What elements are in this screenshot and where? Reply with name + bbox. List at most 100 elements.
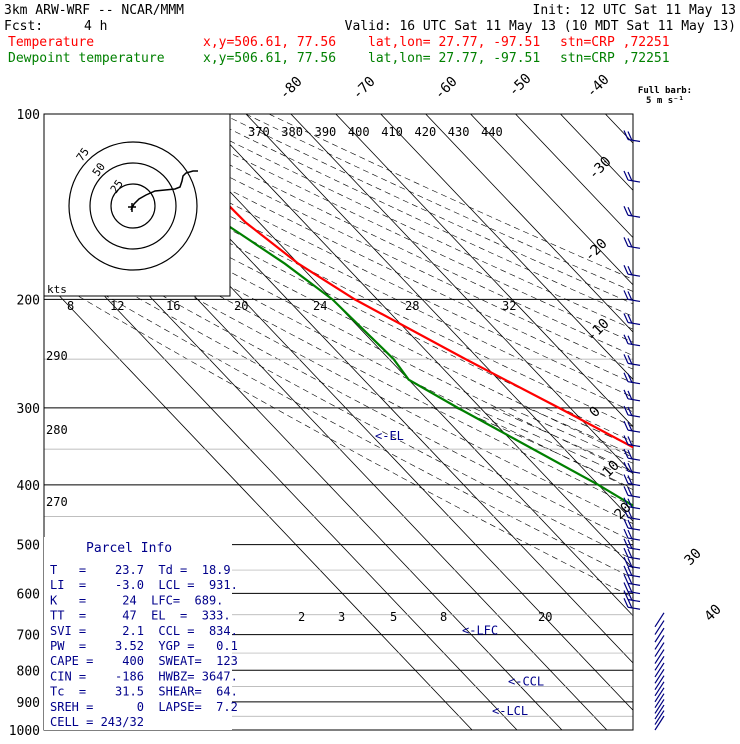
wind-barb-staff [628,274,640,276]
wind-barb [655,643,664,657]
barb-legend-line2: 5 m s⁻¹ [646,96,684,106]
temperature-axis-label: -20 [582,236,611,265]
wind-barb [624,354,640,365]
temperature-axis-label: -30 [586,154,615,183]
parcel-info-row: SVI = 2.1 CCL = 834. [50,624,238,638]
pressure-label: 1000 [9,724,40,739]
temperature-stn: stn=CRP ,72251 [560,35,670,50]
parcel-info-row: CAPE = 400 SWEAT= 123 [50,654,238,668]
hodograph: 25 50 75 kts [44,114,230,296]
wind-barb-flag [624,390,628,399]
wind-barb-staff [628,495,640,497]
wind-barb-staff [655,656,664,670]
wind-barb-flag [624,421,628,430]
temperature-axis-label: -40 [584,72,613,101]
wind-barb-staff [628,246,640,248]
wind-barb [624,130,640,141]
dewpoint-latlon: lat,lon= 27.77, -97.51 [368,51,540,66]
wind-barb-staff [628,180,640,182]
temperature-axis-label: -70 [350,74,379,103]
parcel-info-row: LI = -3.0 LCL = 931. [50,578,238,592]
dewpoint-stn: stn=CRP ,72251 [560,51,670,66]
wind-barb [624,171,640,182]
wind-barb [655,613,664,627]
wind-barb-staff [628,458,640,460]
isotherm-line [426,114,740,730]
wind-barb-flag [624,171,628,180]
fcst-label: Fcst: [4,19,43,34]
temperature-legend-label: Temperature [8,35,94,50]
wind-barb [655,656,664,670]
wind-barb [624,449,640,460]
wind-barb-flag [624,539,628,548]
theta-label: 410 [381,125,403,139]
wind-barb [624,390,640,401]
isotherm-line [201,114,740,730]
temperature-axis-label: -60 [432,74,461,103]
wind-barb-flag [624,237,628,246]
wind-barb-flag [624,335,628,344]
temperature-xy: x,y=506.61, 77.56 [203,35,336,50]
wind-barb-staff [655,650,664,664]
moist-adiabat-line [545,408,740,730]
pressure-label: 400 [17,479,40,494]
theta-label: 270 [46,495,68,509]
isotherm-line [471,114,740,730]
wind-barb-staff [655,621,664,635]
pressure-label: 300 [17,402,40,417]
wind-barb-flag [624,475,628,484]
pressure-label: 100 [17,108,40,123]
wind-barb [624,529,640,540]
mixing-ratio-label: 20 [234,299,248,313]
wind-barb-staff [628,139,640,141]
wind-barb-flag [624,529,628,538]
theta-label: 290 [46,349,68,363]
theta-label: 370 [248,125,270,139]
wind-barb-flag [624,486,628,495]
wind-barb [655,676,664,690]
parcel-info-row: CELL = 243/32 [50,715,144,729]
valid-time: Valid: 16 UTC Sat 11 May 13 (10 MDT Sat … [345,19,736,34]
wind-barb-staff [628,215,640,217]
mixing-ratio-label: 24 [313,299,327,313]
wind-barb-staff [628,430,640,432]
wind-barb [624,237,640,248]
theta-label: 400 [348,125,370,139]
wind-barb [655,682,664,696]
wind-barb-staff [628,607,640,609]
wind-barb-staff [655,669,664,683]
wind-barb-flag [624,557,628,566]
dewpoint-legend-label: Dewpoint temperature [8,51,165,66]
wind-barb [655,621,664,635]
wind-barb-staff [628,600,640,602]
wind-barbs [624,130,664,730]
wind-barb [655,635,664,649]
parcel-info-row: SREH = 0 LAPSE= 7.2 [50,700,238,714]
init-time: Init: 12 UTC Sat 11 May 13 [533,3,737,18]
parcel-info-row: Tc = 31.5 SHEAR= 64. [50,685,238,699]
wind-barb [655,663,664,677]
theta-label: 390 [315,125,337,139]
mixing-ratio-label: 8 [440,610,447,624]
wind-barb-flag [624,583,628,592]
pressure-label: 700 [17,629,40,644]
theta-label: 280 [46,423,68,437]
wind-barb-staff [628,322,640,324]
temperature-axis-label: -10 [584,316,613,345]
wind-barb [624,335,640,346]
wind-barb-flag [624,206,628,215]
wind-barb-staff [628,363,640,365]
wind-barb-staff [628,557,640,559]
wind-barb [624,206,640,217]
pressure-label: 900 [17,696,40,711]
pressure-label: 800 [17,664,40,679]
temperature-axis-label: 0 [587,404,604,421]
barb-legend-line1: Full barb: [638,86,692,96]
mixing-ratio-label: 28 [405,299,419,313]
wind-barb [655,669,664,683]
wind-barb-flag [624,406,628,415]
wind-barb [655,650,664,664]
wind-barb-staff [628,583,640,585]
isotherm-line [605,114,740,730]
